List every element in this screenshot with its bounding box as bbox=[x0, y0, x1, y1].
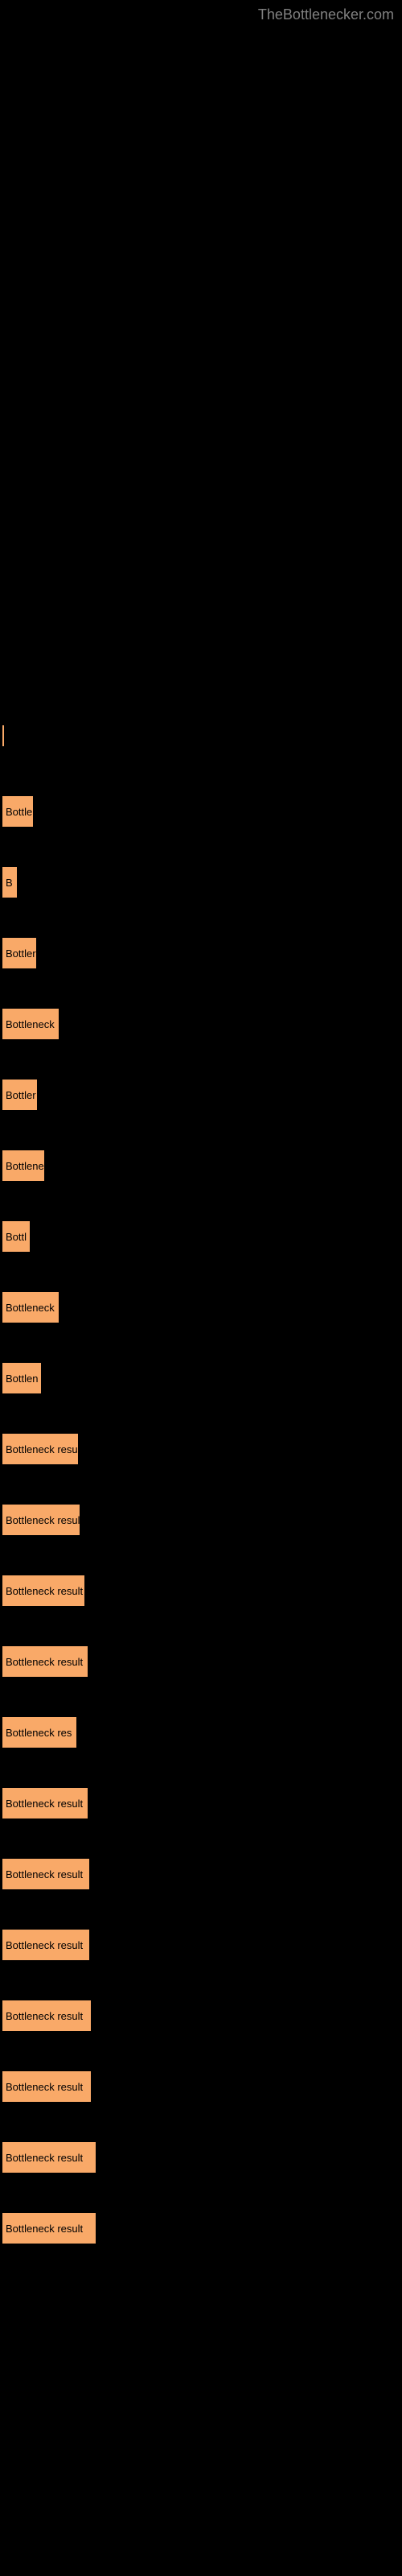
chart-bar: B bbox=[2, 866, 18, 898]
bar-row: Bottleneck result bbox=[2, 1787, 402, 1819]
chart-bar: Bottleneck resu bbox=[2, 1433, 79, 1465]
bar-row: Bottler bbox=[2, 937, 402, 969]
bar-row: Bottleneck result bbox=[2, 2141, 402, 2174]
chart-bar: Bottleneck result bbox=[2, 1575, 85, 1607]
chart-bar: Bottleneck result bbox=[2, 1929, 90, 1961]
bar-row: Bottleneck result bbox=[2, 2212, 402, 2244]
bar-row: Bottleneck result bbox=[2, 2000, 402, 2032]
chart-bar: Bottleneck result bbox=[2, 2070, 92, 2103]
chart-bar: Bottler bbox=[2, 1079, 38, 1111]
chart-bar: Bottleneck bbox=[2, 1008, 59, 1040]
chart-bar: Bottleneck result bbox=[2, 1858, 90, 1890]
bar-row: Bottleneck result bbox=[2, 1858, 402, 1890]
chart-bar: Bottleneck result bbox=[2, 2000, 92, 2032]
bar-row: Bottlene bbox=[2, 1150, 402, 1182]
chart-bar: Bottl bbox=[2, 1220, 31, 1253]
chart-bar: Bottleneck res bbox=[2, 1716, 77, 1748]
bar-chart: Bottle B Bottler Bottleneck Bottler Bottlene B… bbox=[0, 0, 402, 2244]
bar-row: Bottleneck res bbox=[2, 1716, 402, 1748]
chart-bar: Bottleneck bbox=[2, 1291, 59, 1323]
chart-bar: Bottleneck resul bbox=[2, 1504, 80, 1536]
chart-bar: Bottleneck result bbox=[2, 2212, 96, 2244]
bar-row: Bottlen bbox=[2, 1362, 402, 1394]
bar-row: Bottl bbox=[2, 1220, 402, 1253]
chart-bar: Bottleneck result bbox=[2, 1645, 88, 1678]
chart-bar: Bottle bbox=[2, 795, 34, 828]
bar-row: B bbox=[2, 866, 402, 898]
bar-row: Bottleneck resu bbox=[2, 1433, 402, 1465]
bar-row: Bottleneck result bbox=[2, 1575, 402, 1607]
bar-row: Bottleneck result bbox=[2, 2070, 402, 2103]
bar-row: Bottler bbox=[2, 1079, 402, 1111]
bar-row: Bottleneck bbox=[2, 1008, 402, 1040]
bar-row: Bottleneck resul bbox=[2, 1504, 402, 1536]
bar-row: Bottle bbox=[2, 795, 402, 828]
chart-bar bbox=[2, 724, 5, 747]
chart-bar: Bottlen bbox=[2, 1362, 42, 1394]
chart-bar: Bottleneck result bbox=[2, 2141, 96, 2174]
watermark-text: TheBottlenecker.com bbox=[258, 6, 394, 23]
chart-bar: Bottleneck result bbox=[2, 1787, 88, 1819]
chart-bar: Bottlene bbox=[2, 1150, 45, 1182]
bar-row bbox=[2, 724, 402, 757]
bar-row: Bottleneck result bbox=[2, 1929, 402, 1961]
chart-bar: Bottler bbox=[2, 937, 37, 969]
bar-row: Bottleneck bbox=[2, 1291, 402, 1323]
bar-row: Bottleneck result bbox=[2, 1645, 402, 1678]
